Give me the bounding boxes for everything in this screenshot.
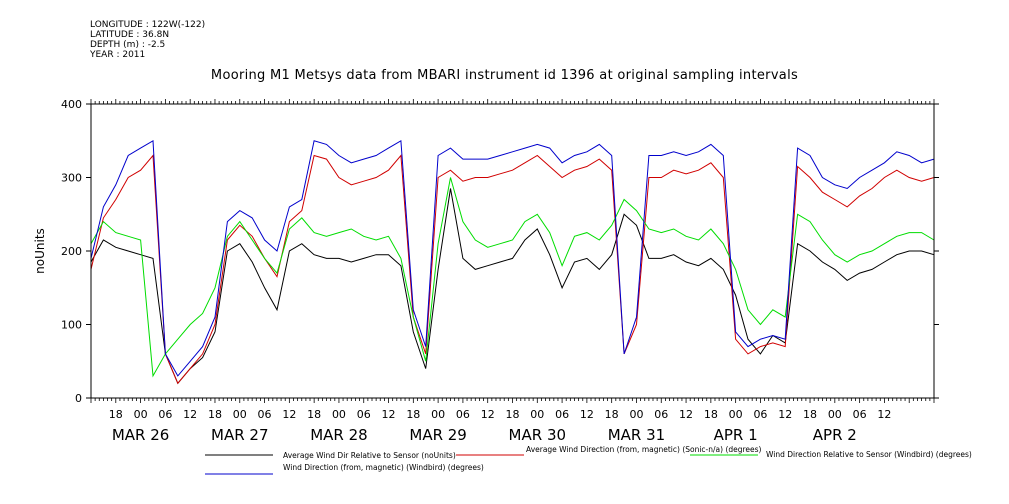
x-hour-label: 06 [456, 408, 470, 421]
y-tick-label: 100 [61, 319, 82, 332]
series-line-4 [90, 139, 935, 377]
longitude-text: LONGITUDE : 122W(-122) [90, 20, 206, 30]
plot-frame [90, 103, 935, 399]
x-hour-label: 06 [555, 408, 569, 421]
y-axis-label: noUnits [33, 228, 47, 274]
x-hour-label: 12 [481, 408, 495, 421]
x-hour-label: 18 [605, 408, 619, 421]
x-hour-label: 00 [431, 408, 445, 421]
x-hour-label: 06 [158, 408, 172, 421]
x-hour-label: 06 [654, 408, 668, 421]
y-tick-label: 300 [61, 172, 82, 185]
x-day-label: APR 1 [714, 426, 758, 444]
x-hour-label: 12 [382, 408, 396, 421]
x-hour-label: 06 [258, 408, 272, 421]
legend-label-4: Wind Direction (from, magnetic) (Windbir… [283, 463, 484, 472]
x-day-label: MAR 30 [509, 426, 566, 444]
series-layer [90, 139, 935, 385]
y-tick-label: 0 [75, 392, 82, 405]
x-day-label: APR 2 [813, 426, 857, 444]
x-hour-label: 12 [778, 408, 792, 421]
year-text: YEAR : 2011 [90, 50, 146, 60]
x-hour-label: 06 [753, 408, 767, 421]
x-hour-label: 18 [406, 408, 420, 421]
x-hour-label: 00 [729, 408, 743, 421]
x-day-label: MAR 26 [112, 426, 169, 444]
x-hour-label: 06 [853, 408, 867, 421]
series-line-1 [90, 188, 935, 385]
x-day-label: MAR 28 [310, 426, 367, 444]
x-day-label: MAR 29 [409, 426, 466, 444]
x-hour-label: 12 [183, 408, 197, 421]
x-hour-label: 12 [580, 408, 594, 421]
x-hour-label: 18 [803, 408, 817, 421]
latitude-text: LATITUDE : 36.8N [90, 30, 170, 40]
x-day-label: MAR 31 [608, 426, 665, 444]
legend: Average Wind Dir Relative to Sensor (noU… [205, 445, 972, 475]
y-tick-label: 400 [61, 98, 82, 111]
x-hour-label: 12 [679, 408, 693, 421]
series-line-2 [90, 154, 935, 385]
x-hour-label: 06 [357, 408, 371, 421]
metadata-block: LONGITUDE : 122W(-122) LATITUDE : 36.8N … [90, 20, 205, 60]
x-hour-label: 12 [877, 408, 891, 421]
x-hour-label: 00 [233, 408, 247, 421]
x-hour-label: 00 [629, 408, 643, 421]
x-hour-label: 18 [506, 408, 520, 421]
depth-text: DEPTH (m) : -2.5 [90, 40, 166, 50]
y-tick-label: 200 [61, 245, 82, 258]
legend-label-2: Average Wind Direction (from, magnetic) … [526, 445, 762, 454]
legend-label-1: Average Wind Dir Relative to Sensor (noU… [283, 451, 456, 460]
series-line-3 [90, 177, 935, 378]
x-hour-label: 00 [530, 408, 544, 421]
chart-title: Mooring M1 Metsys data from MBARI instru… [210, 68, 799, 83]
x-hour-label: 00 [332, 408, 346, 421]
x-hour-label: 18 [704, 408, 718, 421]
x-hour-label: 00 [828, 408, 842, 421]
x-hour-label: 12 [282, 408, 296, 421]
x-hour-label: 18 [208, 408, 222, 421]
axis-layer: 0 100 200 300 400 18 00 06 12 18 00 06 12 18 00 06 12 18 0… [61, 98, 939, 444]
x-hour-label: 18 [307, 408, 321, 421]
x-hour-label: 00 [134, 408, 148, 421]
x-hour-label: 18 [109, 408, 123, 421]
legend-label-3: Wind Direction Relative to Sensor (Windb… [766, 450, 972, 459]
x-day-label: MAR 27 [211, 426, 268, 444]
